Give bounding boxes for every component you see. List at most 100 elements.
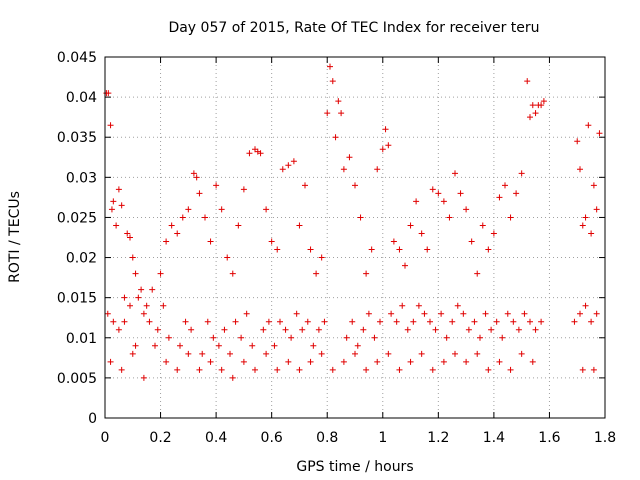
data-point xyxy=(307,358,314,365)
data-point xyxy=(429,186,436,193)
data-point xyxy=(499,334,506,341)
data-point xyxy=(354,342,361,349)
data-point xyxy=(579,366,586,373)
data-point xyxy=(352,350,358,357)
data-point xyxy=(299,326,306,333)
data-point xyxy=(571,318,578,325)
y-tick-label: 0.02 xyxy=(66,251,97,267)
data-point xyxy=(271,342,278,349)
data-point xyxy=(577,166,583,173)
data-point xyxy=(304,318,311,325)
data-point xyxy=(290,158,297,165)
data-point xyxy=(502,182,508,189)
data-point xyxy=(540,98,547,105)
data-points xyxy=(103,63,603,381)
x-tick-label: 1 xyxy=(378,430,387,446)
data-point xyxy=(165,334,172,341)
data-point xyxy=(429,366,436,373)
data-point xyxy=(579,222,586,229)
data-point xyxy=(196,366,203,373)
data-point xyxy=(335,98,342,105)
data-point xyxy=(240,186,247,193)
data-point xyxy=(296,366,303,373)
data-point xyxy=(121,294,128,301)
data-point xyxy=(135,294,142,301)
data-point xyxy=(218,366,225,373)
data-point xyxy=(510,318,517,325)
data-point xyxy=(349,318,356,325)
y-tick-label: 0.025 xyxy=(57,210,97,226)
data-point xyxy=(482,310,489,317)
data-point xyxy=(202,214,208,221)
data-point xyxy=(313,270,320,277)
data-point xyxy=(149,286,156,293)
data-point xyxy=(452,170,458,177)
data-point xyxy=(207,358,214,365)
data-point xyxy=(346,154,353,161)
data-point xyxy=(590,182,597,189)
data-point xyxy=(415,302,422,309)
data-point xyxy=(296,222,303,229)
data-point xyxy=(263,206,270,213)
plot-frame xyxy=(104,56,606,419)
data-point xyxy=(174,230,181,237)
data-point xyxy=(582,302,589,309)
data-point xyxy=(524,78,531,85)
data-point xyxy=(496,358,503,365)
data-point xyxy=(321,318,328,325)
data-point xyxy=(588,318,595,325)
y-tick-label: 0.045 xyxy=(57,50,97,66)
data-point xyxy=(438,310,445,317)
data-point xyxy=(168,222,175,229)
x-tick-label: 0 xyxy=(101,430,110,446)
data-point xyxy=(532,326,539,333)
data-point xyxy=(132,342,139,349)
data-point xyxy=(221,326,228,333)
data-point xyxy=(413,198,420,205)
data-point xyxy=(443,334,450,341)
data-point xyxy=(318,350,325,357)
data-point xyxy=(471,318,478,325)
data-point xyxy=(277,318,283,325)
data-point xyxy=(440,358,447,365)
data-point xyxy=(274,366,281,373)
data-point xyxy=(232,318,239,325)
data-point xyxy=(285,162,292,169)
data-point xyxy=(207,238,214,245)
data-point xyxy=(371,334,378,341)
data-point xyxy=(182,318,189,325)
data-point xyxy=(274,246,281,253)
data-point xyxy=(199,350,206,357)
y-tick-label: 0.015 xyxy=(57,291,97,307)
data-point xyxy=(410,318,417,325)
data-point xyxy=(538,318,545,325)
data-point xyxy=(177,342,183,349)
data-point xyxy=(318,254,325,261)
y-tick-label: 0.005 xyxy=(57,371,97,387)
y-tick-label: 0.03 xyxy=(66,170,97,186)
data-point xyxy=(374,358,381,365)
data-point xyxy=(463,206,470,213)
data-point xyxy=(532,110,539,117)
data-point xyxy=(496,194,503,201)
data-point xyxy=(190,170,197,177)
data-point xyxy=(399,302,406,309)
data-point xyxy=(485,366,492,373)
data-point xyxy=(140,310,147,317)
data-point xyxy=(463,358,470,365)
data-point xyxy=(538,102,545,109)
data-point xyxy=(127,234,133,241)
data-point xyxy=(104,310,111,317)
data-point xyxy=(108,206,115,213)
data-point xyxy=(302,182,308,189)
data-point xyxy=(593,206,600,213)
data-point xyxy=(174,366,181,373)
data-point xyxy=(427,318,433,325)
data-point xyxy=(229,374,236,381)
grid-lines xyxy=(105,57,605,418)
data-point xyxy=(307,246,314,253)
data-point xyxy=(240,358,247,365)
data-point xyxy=(315,326,322,333)
data-point xyxy=(465,326,472,333)
data-point xyxy=(110,198,117,205)
